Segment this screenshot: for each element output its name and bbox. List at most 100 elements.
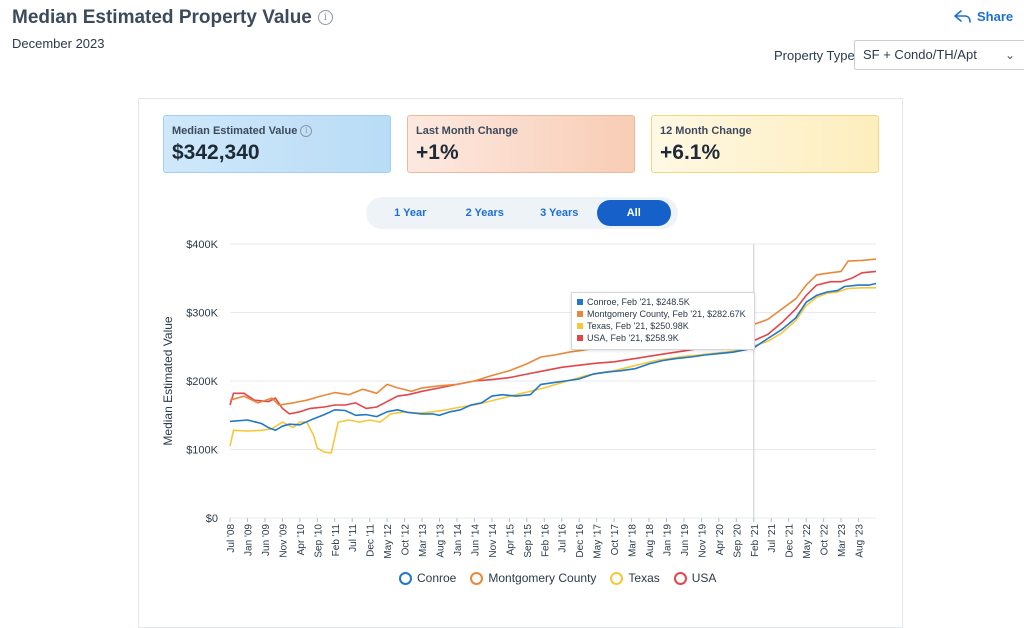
y-axis-label: Median Estimated Value <box>161 316 175 446</box>
property-type-select[interactable]: SF + Condo/TH/Apt ⌄ <box>854 40 1024 70</box>
y-axis-ticks: $0 $100K $200K $300K $400K <box>186 239 218 525</box>
range-tabs: 1 Year 2 Years 3 Years All <box>366 197 678 229</box>
x-tick-label: Jun '14 <box>470 524 481 556</box>
x-tick-label: Aug '23 <box>855 524 866 558</box>
x-tick-label: Oct '22 <box>820 524 831 556</box>
twelve-month-change-card: 12 Month Change +6.1% <box>651 115 879 173</box>
x-tick-label: Jun '09 <box>261 524 272 556</box>
range-tab-3-years[interactable]: 3 Years <box>540 207 579 219</box>
legend-swatch <box>577 299 583 305</box>
share-label: Share <box>977 9 1014 24</box>
x-tick-label: Oct '12 <box>401 524 412 556</box>
share-icon <box>954 9 971 23</box>
x-tick-label: Nov '09 <box>278 524 289 558</box>
page-title-text: Median Estimated Property Value <box>12 7 312 28</box>
chart-legend: Conroe Montgomery County Texas USA <box>399 571 730 585</box>
chart-tooltip: Conroe, Feb '21, $248.5K Montgomery Coun… <box>571 292 755 350</box>
legend-swatch <box>577 335 583 341</box>
x-tick-label: Sep '20 <box>732 524 743 558</box>
x-tick-label: Sep '10 <box>313 524 324 558</box>
last-month-change-card: Last Month Change +1% <box>407 115 635 173</box>
x-axis-ticks: Jul '08 Jan '09 Jun '09 Nov '09 Apr '10 Sep '… <box>226 518 866 559</box>
x-tick-label: Jul '11 <box>348 524 359 552</box>
legend-item-usa[interactable]: USA <box>673 571 717 585</box>
x-tick-label: Mar '23 <box>837 524 848 557</box>
legend-marker-icon <box>399 571 412 585</box>
x-tick-label: Jun '19 <box>680 524 691 556</box>
x-tick-label: Feb '11 <box>331 524 342 557</box>
y-tick-label: $200K <box>186 376 218 388</box>
x-tick-label: Oct '17 <box>610 524 621 556</box>
x-tick-label: Jul '16 <box>558 524 569 553</box>
x-tick-label: Apr '15 <box>505 524 516 556</box>
x-tick-label: Mar '18 <box>628 524 639 557</box>
legend-marker-icon <box>673 571 687 585</box>
legend-swatch <box>577 323 583 329</box>
y-tick-label: $400K <box>186 239 218 251</box>
range-tab-all[interactable]: All <box>596 200 671 226</box>
series-line-texas[interactable] <box>229 287 876 454</box>
property-type-value: SF + Condo/TH/Apt <box>863 47 977 62</box>
twelve-month-change-value: +6.1% <box>660 141 721 164</box>
x-tick-label: May '22 <box>802 524 813 559</box>
last-month-change-value: +1% <box>416 141 459 164</box>
x-tick-label: Feb '21 <box>750 524 761 557</box>
tooltip-line-texas-text: Texas, Feb '21, $250.98K <box>587 321 689 331</box>
x-tick-label: Jan '14 <box>453 524 464 556</box>
share-button[interactable]: Share <box>954 9 1013 24</box>
x-tick-label: Feb '16 <box>540 524 551 557</box>
property-type-label: Property Type <box>774 48 855 63</box>
tooltip-line-conroe: Conroe, Feb '21, $248.5K <box>577 296 749 308</box>
x-tick-label: May '12 <box>383 524 394 559</box>
tooltip-line-montgomery-text: Montgomery County, Feb '21, $282.67K <box>587 309 746 319</box>
range-tab-1-year[interactable]: 1 Year <box>394 207 427 219</box>
legend-label-conroe: Conroe <box>417 571 457 585</box>
x-tick-label: Jul '21 <box>767 524 778 553</box>
y-tick-label: $0 <box>206 513 218 525</box>
x-tick-label: Jan '19 <box>662 524 673 556</box>
legend-marker-icon <box>610 571 624 585</box>
tooltip-line-montgomery: Montgomery County, Feb '21, $282.67K <box>577 308 749 320</box>
chevron-down-icon: ⌄ <box>1004 48 1015 62</box>
legend-item-montgomery-county[interactable]: Montgomery County <box>470 571 596 585</box>
x-tick-label: May '17 <box>593 524 604 559</box>
series-line-conroe[interactable] <box>229 282 877 432</box>
x-tick-label: Aug '18 <box>645 524 656 558</box>
tooltip-line-usa-text: USA, Feb '21, $258.9K <box>587 333 679 343</box>
x-tick-label: Nov '19 <box>697 524 708 558</box>
x-tick-label: Dec '16 <box>575 524 586 558</box>
legend-marker-icon <box>470 571 484 585</box>
median-value-amount: $342,340 <box>172 141 260 165</box>
median-value-card: Median Estimated Value i $342,340 <box>163 115 391 173</box>
chart-grid <box>230 243 876 519</box>
tooltip-line-texas: Texas, Feb '21, $250.98K <box>577 320 749 332</box>
legend-item-texas[interactable]: Texas <box>610 571 660 585</box>
tooltip-line-conroe-text: Conroe, Feb '21, $248.5K <box>587 297 690 307</box>
page-subtitle: December 2023 <box>12 36 105 51</box>
x-tick-label: Jan '09 <box>243 524 254 556</box>
legend-item-conroe[interactable]: Conroe <box>399 571 456 585</box>
legend-label-texas: Texas <box>628 571 660 585</box>
x-tick-label: Dec '21 <box>785 524 796 558</box>
series-line-montgomery-county[interactable] <box>229 258 877 406</box>
tooltip-line-usa: USA, Feb '21, $258.9K <box>577 332 749 344</box>
legend-label-montgomery: Montgomery County <box>488 571 597 585</box>
x-tick-label: Aug '13 <box>436 524 447 558</box>
range-tab-2-years[interactable]: 2 Years <box>465 207 504 219</box>
y-tick-label: $100K <box>186 445 218 457</box>
chart-panel: Median Estimated Value i $342,340 Last Mo… <box>138 98 903 628</box>
x-tick-label: Dec '11 <box>366 524 377 557</box>
info-icon[interactable]: i <box>317 10 333 26</box>
y-tick-label: $300K <box>186 308 218 320</box>
chart-series <box>229 258 877 454</box>
x-tick-label: Jul '08 <box>226 524 237 553</box>
twelve-month-change-label: 12 Month Change <box>660 125 752 137</box>
x-tick-label: Mar '13 <box>418 524 429 557</box>
page-title: Median Estimated Property Value i <box>12 7 333 29</box>
legend-label-usa: USA <box>691 571 717 585</box>
median-value-label-text: Median Estimated Value <box>172 125 298 137</box>
series-line-usa[interactable] <box>229 270 877 415</box>
legend-swatch <box>577 311 583 317</box>
info-icon[interactable]: i <box>300 125 313 138</box>
